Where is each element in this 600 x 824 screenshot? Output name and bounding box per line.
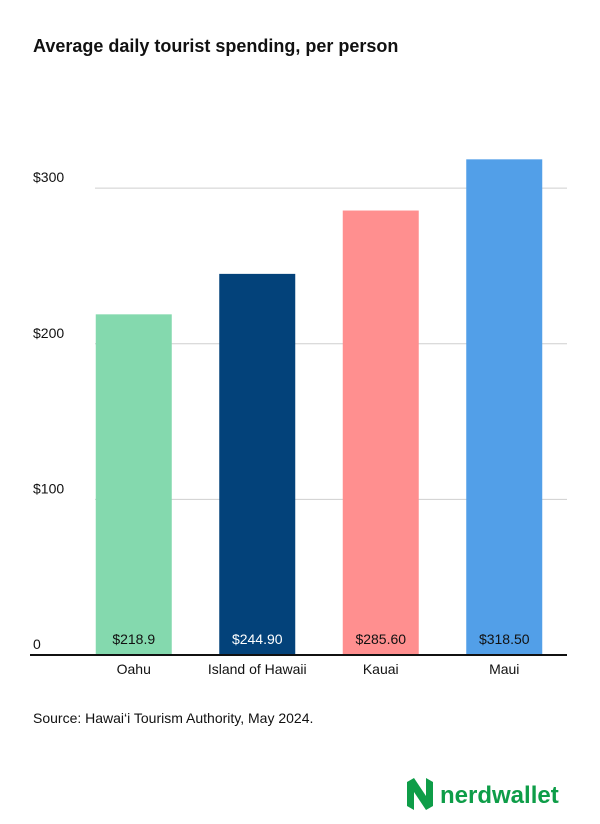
value-label: $285.60 <box>355 631 406 647</box>
bar <box>466 159 543 655</box>
bar <box>95 314 172 655</box>
x-tick-label: Island of Hawaii <box>208 661 307 677</box>
x-tick-label: Oahu <box>117 661 151 677</box>
logo: nerdwallet <box>407 778 559 810</box>
bar <box>219 273 296 655</box>
logo-text: nerdwallet <box>440 782 559 809</box>
value-label: $318.50 <box>479 631 530 647</box>
value-label: $244.90 <box>232 631 283 647</box>
bar <box>342 210 419 655</box>
y-tick-label: $200 <box>33 325 64 341</box>
y-tick-label: $300 <box>33 169 64 185</box>
chart-title: Average daily tourist spending, per pers… <box>33 36 398 56</box>
value-label: $218.9 <box>112 631 155 647</box>
x-tick-label: Maui <box>489 661 519 677</box>
source-note: Source: Hawai‘i Tourism Authority, May 2… <box>33 710 313 726</box>
y-tick-label: 0 <box>33 636 41 652</box>
x-tick-label: Kauai <box>363 661 399 677</box>
logo-icon <box>407 778 433 810</box>
y-tick-label: $100 <box>33 480 64 496</box>
